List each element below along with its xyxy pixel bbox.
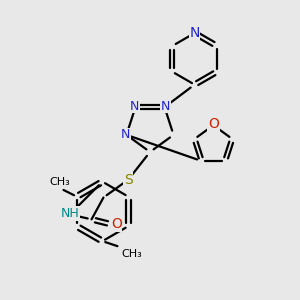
Text: O: O: [208, 117, 219, 131]
Text: N: N: [130, 100, 139, 113]
Text: N: N: [121, 128, 130, 141]
Text: O: O: [111, 217, 122, 231]
Text: CH₃: CH₃: [50, 177, 70, 187]
Text: S: S: [124, 173, 133, 187]
Text: NH: NH: [60, 207, 79, 220]
Text: N: N: [161, 100, 170, 113]
Text: N: N: [189, 26, 200, 40]
Text: CH₃: CH₃: [121, 249, 142, 259]
